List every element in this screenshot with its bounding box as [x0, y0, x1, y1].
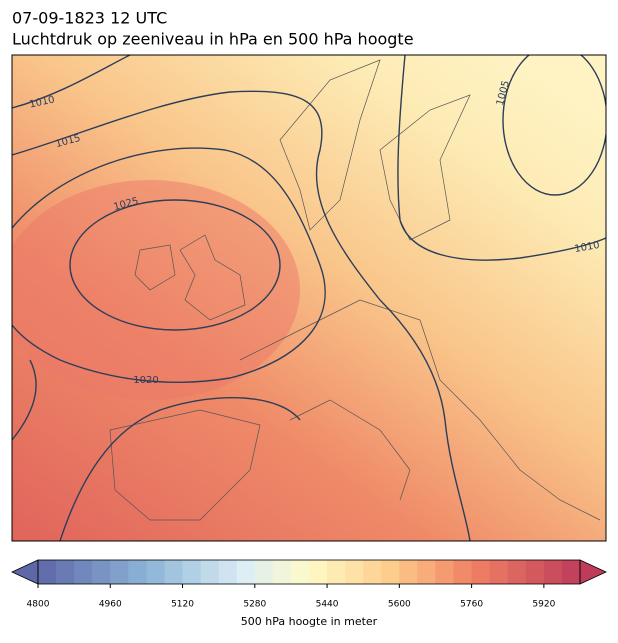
coastline: [379, 94, 471, 241]
colorbar-segment: [92, 560, 111, 584]
colorbar-segment: [200, 560, 220, 584]
colorbar-label: 500 hPa hoogte in meter: [241, 615, 378, 628]
map-title: Luchtdruk op zeeniveau in hPa en 500 hPa…: [12, 30, 414, 49]
colorbar-segment: [489, 560, 509, 584]
colorbar-segment: [290, 560, 310, 584]
colorbar: 4800 4960 5120 5280 5440 5600 5760 5920: [11, 559, 607, 610]
coastline: [289, 399, 411, 501]
colorbar-segment: [525, 560, 545, 584]
colorbar-segment: [345, 560, 364, 584]
colorbar-segment: [363, 560, 382, 584]
colorbar-segment: [146, 560, 165, 584]
colorbar-extend-low: [11, 559, 39, 585]
colorbar-segment: [38, 560, 57, 584]
date-title: 07-09-1823 12 UTC: [12, 9, 167, 28]
colorbar-tick-label: 4960: [99, 600, 122, 610]
isobar: [502, 55, 606, 196]
isobar-label: 1020: [133, 375, 158, 386]
colorbar-segment: [381, 560, 400, 584]
colorbar-segment: [561, 560, 581, 584]
colorbar-segment: [543, 560, 563, 584]
colorbar-tick-label: 5920: [532, 600, 555, 610]
colorbar-segment: [453, 560, 473, 584]
coastline: [109, 409, 261, 521]
colorbar-tick-label: 5440: [316, 600, 339, 610]
high-field: [12, 180, 300, 400]
colorbar-segment: [164, 560, 184, 584]
colorbar-segment: [471, 560, 491, 584]
isobar: [397, 55, 606, 261]
coastline: [179, 234, 246, 321]
colorbar-segment: [74, 560, 93, 584]
colorbar-segment: [128, 560, 147, 584]
isobar: [69, 199, 281, 331]
colorbar-segment: [110, 560, 129, 584]
colorbar-segment: [218, 560, 238, 584]
colorbar-segment: [309, 560, 328, 584]
colorbar-segment: [507, 560, 527, 584]
isobar-label: 1010: [574, 240, 601, 255]
colorbar-tick-label: 5280: [243, 600, 266, 610]
colorbar-segment: [435, 560, 455, 584]
colorbar-tick-label: 4800: [27, 600, 50, 610]
colorbar-segment: [272, 560, 292, 584]
colorbar-segment: [182, 560, 202, 584]
colorbar-segment: [417, 560, 436, 584]
isobar: [12, 359, 301, 541]
isobar-label: 1010: [29, 94, 56, 110]
colorbar-segment: [236, 560, 256, 584]
colorbar-tick-label: 5600: [388, 600, 411, 610]
colorbar-frame: [37, 559, 581, 585]
coastline: [279, 59, 381, 231]
map-frame: [11, 54, 607, 542]
colorbar-extend-high: [579, 559, 607, 585]
colorbar-segment: [399, 560, 418, 584]
coastline: [239, 299, 601, 521]
colorbar-tick-label: 5120: [171, 600, 194, 610]
map-area: 1010 1015 1025 1020 1005 1010: [12, 55, 606, 541]
colorbar-segment: [56, 560, 75, 584]
isobar: [12, 147, 326, 384]
isobar: [12, 55, 131, 109]
colorbar-segment: [254, 560, 274, 584]
colorbar-segment: [327, 560, 346, 584]
isobar: [12, 90, 471, 541]
colorbar-tick-label: 5760: [460, 600, 483, 610]
coastline: [134, 244, 176, 291]
